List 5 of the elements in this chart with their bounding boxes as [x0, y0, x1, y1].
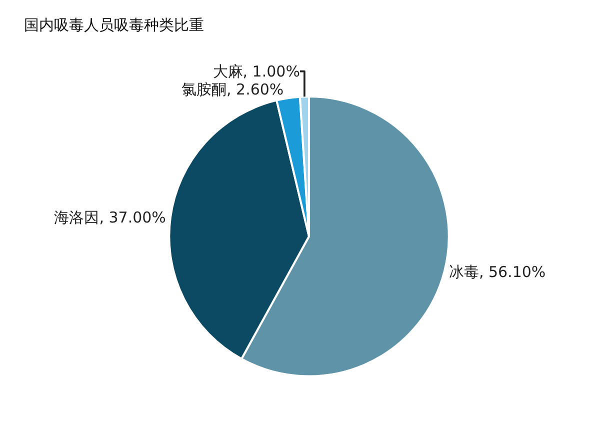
slice-label: 冰毒, 56.10%: [448, 262, 546, 281]
slice-label: 氯胺酮, 2.60%: [181, 80, 284, 98]
slice-label: 海洛因, 37.00%: [54, 208, 166, 226]
slice-label: 大麻, 1.00%: [212, 62, 300, 80]
chart-title: 国内吸毒人员吸毒种类比重: [24, 16, 204, 34]
